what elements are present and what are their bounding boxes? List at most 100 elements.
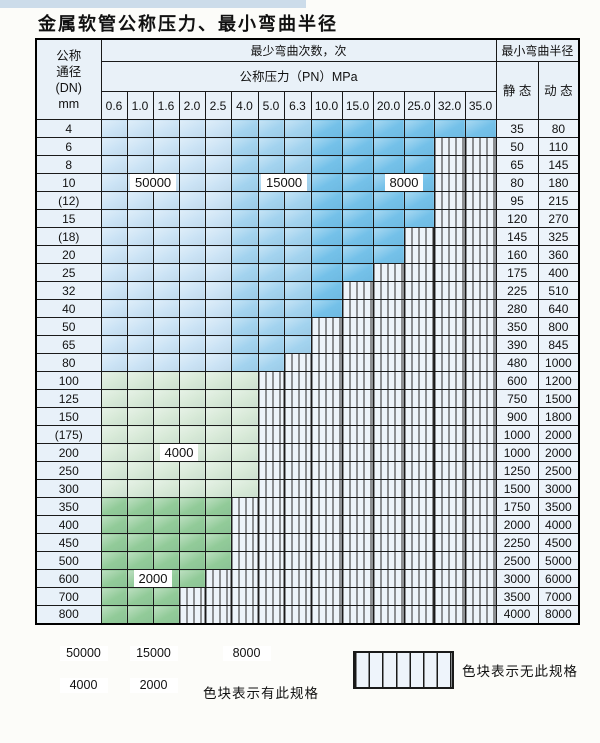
table-row: 6 50 110 <box>35 137 580 156</box>
no-spec-cell <box>283 587 312 606</box>
no-spec-cell <box>178 605 206 624</box>
no-spec-cell <box>341 299 374 318</box>
spec-cell <box>230 245 259 264</box>
no-spec-cell <box>433 173 466 192</box>
legend-swatch-2000: 2000 <box>125 674 182 697</box>
spec-cell <box>341 263 374 282</box>
spec-cell <box>204 335 232 354</box>
no-spec-cell <box>464 137 497 156</box>
pressure-col-header: 25.0 <box>403 91 435 120</box>
spec-cell <box>100 245 128 264</box>
no-spec-cell <box>283 533 312 552</box>
no-spec-cell <box>464 281 497 300</box>
dn-cell: 400 <box>35 515 102 534</box>
no-spec-cell <box>204 605 232 624</box>
spec-cell <box>204 407 232 426</box>
spec-cell <box>152 461 180 480</box>
no-spec-cell <box>403 497 435 516</box>
spec-cell <box>126 515 154 534</box>
radius-dynamic-cell: 800 <box>537 317 580 336</box>
no-spec-cell <box>403 371 435 390</box>
no-spec-cell <box>464 263 497 282</box>
no-spec-cell <box>464 551 497 570</box>
spec-cell <box>341 245 374 264</box>
dn-cell: 4 <box>35 119 102 138</box>
spec-cell <box>204 515 232 534</box>
no-spec-cell <box>372 461 405 480</box>
dn-cell: 6 <box>35 137 102 156</box>
no-spec-cell <box>341 281 374 300</box>
no-spec-cell <box>403 533 435 552</box>
spec-cell <box>403 155 435 174</box>
spec-cell <box>257 263 285 282</box>
radius-dynamic-cell: 270 <box>537 209 580 228</box>
spec-cell <box>257 299 285 318</box>
radius-static-cell: 2500 <box>495 551 539 570</box>
spec-table: 公称 通径 (DN) mm 最少弯曲次数，次 最小弯曲半径 公称压力（PN）MP… <box>35 38 581 625</box>
radius-dynamic-cell: 215 <box>537 191 580 210</box>
spec-cell <box>433 119 466 138</box>
no-spec-cell <box>372 587 405 606</box>
no-spec-cell <box>257 407 285 426</box>
no-spec-cell <box>403 425 435 444</box>
spec-cell <box>152 425 180 444</box>
no-spec-cell <box>230 533 259 552</box>
no-spec-cell <box>372 353 405 372</box>
radius-dynamic-cell: 510 <box>537 281 580 300</box>
no-spec-cell <box>433 569 466 588</box>
no-spec-cell <box>341 515 374 534</box>
no-spec-cell <box>433 281 466 300</box>
spec-cell <box>126 335 154 354</box>
spec-cell <box>100 317 128 336</box>
no-spec-cell <box>341 461 374 480</box>
no-spec-cell <box>341 353 374 372</box>
no-spec-cell <box>433 479 466 498</box>
dn-header-line4: mm <box>58 96 80 111</box>
spec-cell <box>341 191 374 210</box>
legend-swatch-15000: 15000 <box>125 642 182 665</box>
no-spec-cell <box>178 587 206 606</box>
spec-cell <box>126 533 154 552</box>
no-spec-cell <box>257 479 285 498</box>
radius-dynamic-cell: 7000 <box>537 587 580 606</box>
spec-cell <box>178 245 206 264</box>
no-spec-cell <box>372 317 405 336</box>
scan-edge-strip <box>0 0 306 8</box>
spec-cell <box>283 299 312 318</box>
no-spec-cell <box>464 515 497 534</box>
dn-cell: 65 <box>35 335 102 354</box>
dn-cell: (175) <box>35 425 102 444</box>
spec-cell <box>204 317 232 336</box>
no-spec-cell <box>372 263 405 282</box>
spec-cell <box>152 281 180 300</box>
spec-cell <box>178 425 206 444</box>
spec-cell <box>341 227 374 246</box>
spec-cell <box>230 389 259 408</box>
spec-cell <box>178 335 206 354</box>
dn-cell: 25 <box>35 263 102 282</box>
no-spec-cell <box>341 443 374 462</box>
no-spec-cell <box>230 515 259 534</box>
spec-cell <box>100 497 128 516</box>
spec-table-area: 公称 通径 (DN) mm 最少弯曲次数，次 最小弯曲半径 公称压力（PN）MP… <box>35 38 581 625</box>
spec-cell <box>100 461 128 480</box>
spec-cell <box>230 227 259 246</box>
spec-cell <box>126 497 154 516</box>
no-spec-cell <box>403 317 435 336</box>
spec-cell <box>100 605 128 624</box>
table-row: 50 350 800 <box>35 317 580 336</box>
pressure-col-header: 1.0 <box>126 91 154 120</box>
spec-cell <box>100 191 128 210</box>
no-spec-cell <box>403 335 435 354</box>
spec-cell <box>310 245 343 264</box>
spec-cell <box>310 209 343 228</box>
radius-dynamic-cell: 80 <box>537 119 580 138</box>
table-row: 800 4000 8000 <box>35 605 580 624</box>
spec-cell <box>204 443 232 462</box>
spec-cell <box>126 479 154 498</box>
spec-cell <box>178 371 206 390</box>
pressure-values-row: 0.6 1.0 1.6 2.0 2.5 4.0 5.0 6.3 10.0 15.0 20.0 25.0… <box>36 91 579 120</box>
dn-header-line3: (DN) <box>55 80 82 95</box>
radius-static-cell: 50 <box>495 137 539 156</box>
spec-cell <box>257 335 285 354</box>
